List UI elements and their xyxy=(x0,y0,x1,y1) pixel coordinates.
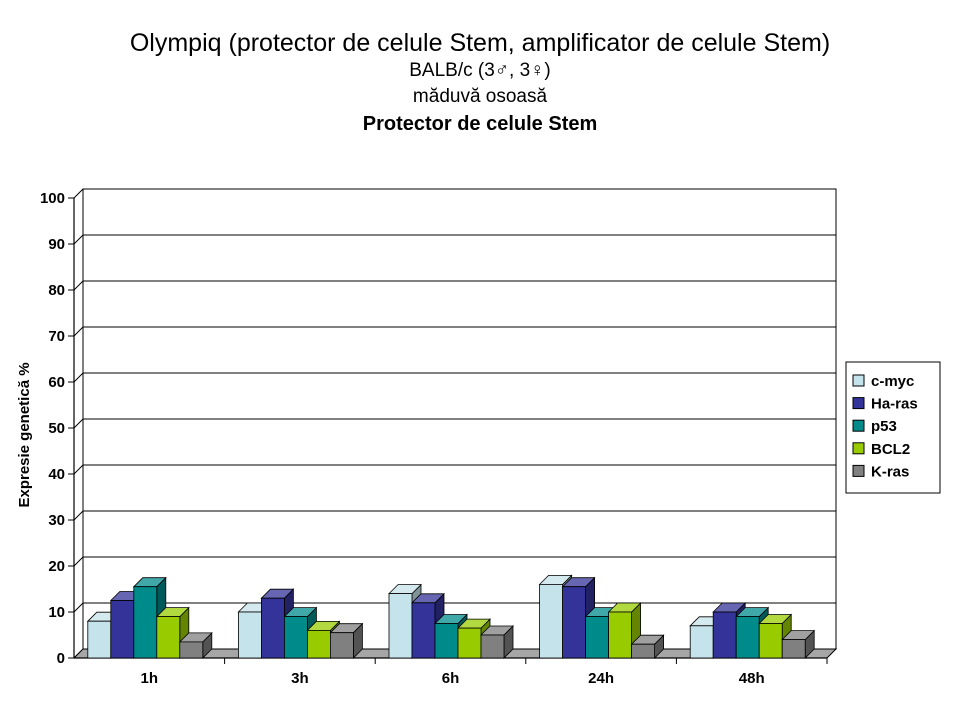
gridline-depth xyxy=(73,556,84,567)
y-tick-label: 30 xyxy=(48,512,65,529)
gridline-depth xyxy=(73,464,84,475)
legend-swatch xyxy=(852,374,865,387)
chart-title: Olympiq (protector de celule Stem, ampli… xyxy=(129,29,831,57)
legend-item-K-ras: K-ras xyxy=(852,463,909,480)
y-tick-label: 40 xyxy=(48,466,65,483)
legend-swatch xyxy=(852,464,865,477)
gridline-depth xyxy=(73,418,84,429)
gridline-depth xyxy=(73,372,84,383)
legend-label: p53 xyxy=(871,418,897,435)
chart-subtitle-line-3: Protector de celule Stem xyxy=(362,113,598,135)
gridline-depth xyxy=(73,326,84,337)
y-tick-label: 10 xyxy=(48,604,65,621)
bar-K-ras-1h xyxy=(178,631,213,659)
gridline-depth xyxy=(73,602,84,613)
y-tick-label: 20 xyxy=(48,558,65,575)
y-tick-label: 70 xyxy=(48,328,65,345)
y-tick-label: 90 xyxy=(48,236,65,253)
x-tick-label: 1h xyxy=(141,670,159,687)
chart-subtitle-line-2: măduvă osoasă xyxy=(412,86,548,107)
y-tick-label: 60 xyxy=(48,374,65,391)
bar-K-ras-3h xyxy=(329,622,364,659)
x-tick-label: 24h xyxy=(588,670,614,687)
bar-BCL2-24h xyxy=(607,602,642,659)
legend-item-c-myc: c-myc xyxy=(852,373,914,390)
gridlines xyxy=(73,188,837,659)
x-tick-labels: 1h 3h 6h 24h 48h xyxy=(141,670,765,687)
gridline-depth xyxy=(73,510,84,521)
legend-swatch xyxy=(852,442,865,455)
legend-label: c-myc xyxy=(871,373,914,390)
x-tick-label: 3h xyxy=(291,670,309,687)
chart-title-block: Olympiq (protector de celule Stem, ampli… xyxy=(0,28,960,138)
legend-item-Ha-ras: Ha-ras xyxy=(852,396,918,413)
legend: c-myc Ha-ras p53 BCL2 K-ras xyxy=(845,361,941,494)
y-tick-label: 100 xyxy=(40,190,65,207)
x-tick-label: 6h xyxy=(442,670,460,687)
y-tick-label: 0 xyxy=(57,650,65,667)
gridline-depth xyxy=(73,280,84,291)
legend-label: BCL2 xyxy=(871,441,910,458)
y-tick-labels: 0 10 20 30 40 50 60 70 80 90 100 xyxy=(40,190,65,667)
legend-item-p53: p53 xyxy=(852,418,897,435)
legend-item-BCL2: BCL2 xyxy=(852,441,910,458)
gridline-depth xyxy=(73,234,84,245)
chart-subtitle-line-1: BALB/c (3♂, 3♀) xyxy=(409,60,551,81)
gridline-depth xyxy=(73,188,84,199)
bar-K-ras-6h xyxy=(480,625,514,659)
y-tick-label: 50 xyxy=(48,420,65,437)
legend-swatch xyxy=(852,419,865,432)
legend-label: K-ras xyxy=(871,463,909,480)
x-tick-label: 48h xyxy=(739,670,765,687)
y-tick-label: 80 xyxy=(48,282,65,299)
bar-K-ras-24h xyxy=(630,634,665,659)
legend-swatch xyxy=(852,397,865,410)
y-axis-label: Expresie genetică % xyxy=(16,362,33,507)
bar-K-ras-48h xyxy=(781,629,816,659)
legend-label: Ha-ras xyxy=(871,396,918,413)
bars xyxy=(86,574,816,659)
